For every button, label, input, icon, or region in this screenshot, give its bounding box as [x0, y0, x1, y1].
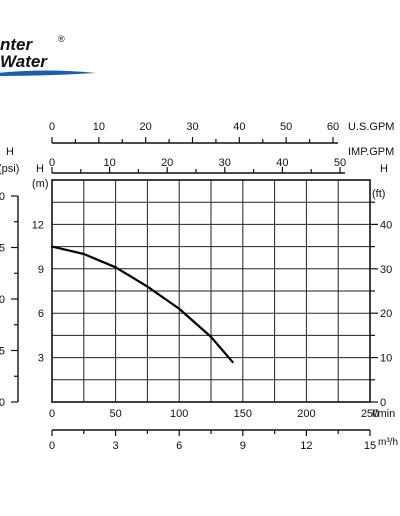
y-tick-label-m: 12 [32, 219, 44, 231]
y-tick-label-ft: 20 [380, 308, 392, 320]
y-axis-unit-m: (m) [32, 178, 49, 190]
y-tick-label-ft: 0 [380, 397, 386, 409]
x-tick-label-impgpm: 30 [219, 157, 231, 169]
x-tick-label-lmin: 100 [170, 408, 188, 420]
x-tick-label-m3h: 6 [176, 440, 182, 452]
brand-line2: Water [0, 52, 48, 71]
curve-data-point [146, 285, 148, 288]
x-tick-label-usgpm: 40 [233, 121, 245, 133]
curve-data-point [83, 253, 85, 255]
x-tick-label-m3h: 0 [49, 440, 55, 452]
x-tick-label-impgpm: 10 [103, 157, 115, 169]
curve-data-point [115, 266, 117, 268]
y-tick-label-psi: 0 [0, 191, 5, 203]
x-tick-label-impgpm: 40 [276, 157, 288, 169]
y-tick-label-m: 6 [38, 308, 44, 320]
x-axis-label-impgpm: IMP.GPM [348, 146, 394, 158]
brand-reg-mark: ® [58, 34, 65, 44]
x-tick-label-usgpm: 30 [186, 121, 198, 133]
x-tick-label-impgpm: 0 [49, 157, 55, 169]
brand-logo: nter ® Water [0, 34, 96, 76]
x-tick-label-lmin: 150 [234, 408, 252, 420]
curve-data-point [210, 336, 212, 338]
y-tick-label-psi: 5 [0, 243, 5, 255]
x-tick-label-lmin: 50 [109, 408, 121, 420]
x-tick-label-lmin: 250 [361, 408, 379, 420]
x-tick-label-m3h: 9 [240, 440, 246, 452]
curve-data-point [51, 246, 53, 248]
x-tick-label-impgpm: 50 [334, 157, 346, 169]
brand-line1: nter [0, 35, 34, 54]
x-tick-label-lmin: 0 [49, 408, 55, 420]
x-axis-label-usgpm: U.S.GPM [348, 121, 394, 133]
x-axis-label-lmin: l/min [372, 408, 395, 420]
x-tick-label-lmin: 200 [297, 408, 315, 420]
y-tick-label-ft: 40 [380, 219, 392, 231]
x-axis-label-m3h: m³/h [378, 437, 398, 448]
y-tick-label-psi: 0 [0, 294, 5, 306]
x-tick-label-impgpm: 20 [161, 157, 173, 169]
y-tick-label-m: 9 [38, 264, 44, 276]
x-tick-label-m3h: 15 [364, 440, 376, 452]
x-tick-label-usgpm: 50 [280, 121, 292, 133]
y-axis-label-m: H [36, 163, 44, 175]
x-tick-label-m3h: 12 [300, 440, 312, 452]
x-tick-label-usgpm: 10 [93, 121, 105, 133]
performance-curve-line [50, 245, 234, 364]
y-axis-label-ft: H [380, 163, 388, 175]
y-tick-label-ft: 10 [380, 353, 392, 365]
y-axis-label-psi: H [6, 146, 14, 158]
curve-data-point [232, 361, 234, 363]
y-tick-label-m: 3 [38, 353, 44, 365]
curve-data-point [178, 308, 180, 310]
y-tick-label-ft: 30 [380, 264, 392, 276]
y-tick-label-psi: 5 [0, 346, 5, 358]
x-tick-label-usgpm: 60 [327, 121, 339, 133]
x-tick-label-usgpm: 0 [49, 121, 55, 133]
x-tick-label-m3h: 3 [113, 440, 119, 452]
y-axis-unit-ft: (ft) [372, 188, 385, 200]
x-tick-label-usgpm: 20 [140, 121, 152, 133]
y-axis-unit-psi: (psi) [0, 163, 19, 175]
brand-swoosh [0, 70, 96, 76]
y-tick-label-psi: 0 [0, 397, 5, 409]
